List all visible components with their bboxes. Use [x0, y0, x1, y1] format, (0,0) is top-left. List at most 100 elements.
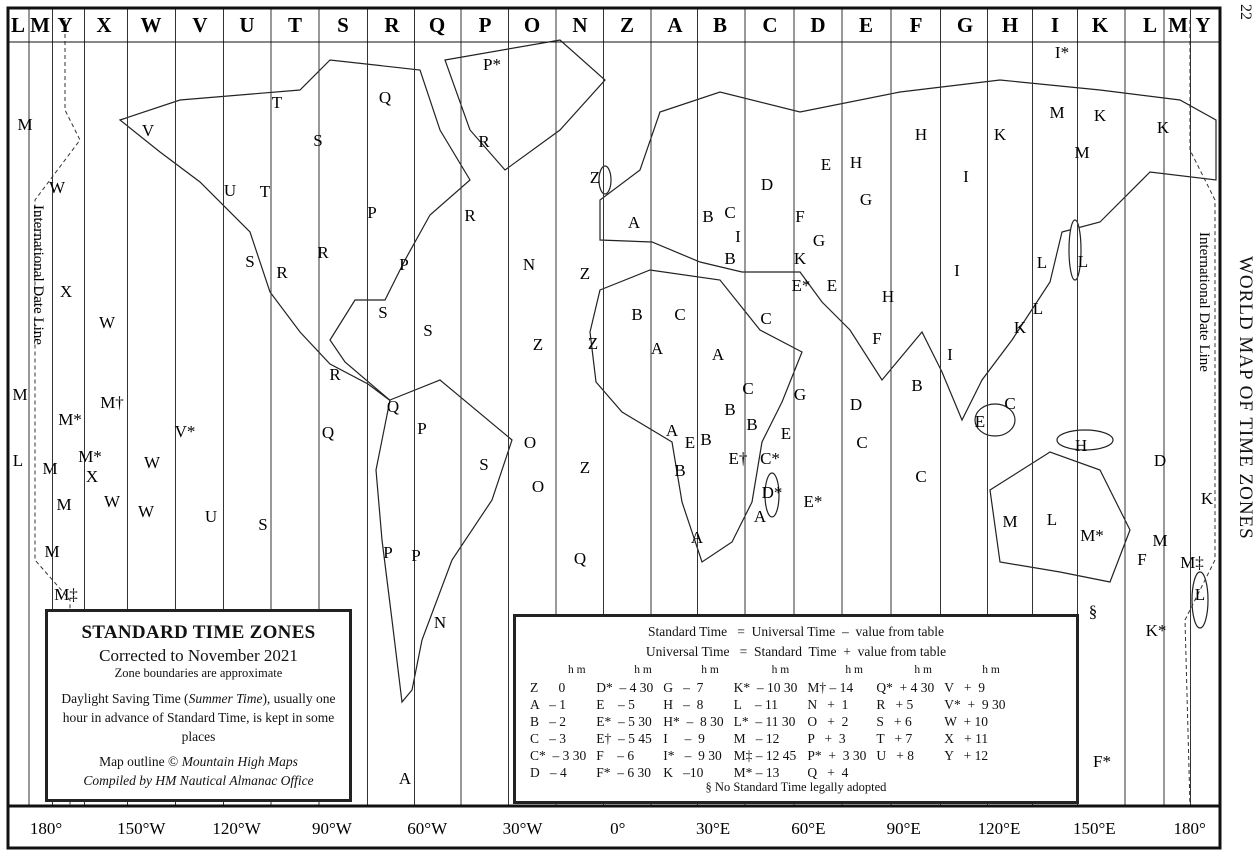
header-zone-t: T [288, 13, 302, 37]
zone-offset-row: T + 7 [876, 731, 913, 746]
longitude-label: 120°E [978, 819, 1021, 838]
zone-offset-row: K* – 10 30 [733, 680, 798, 695]
header-zone-b: B [713, 13, 727, 37]
map-zone-label: O [524, 433, 536, 452]
legend-column: h m M† – 14 N + 1 O + 2 P + 3 P* + 3 30 Q + 4 [807, 664, 866, 781]
map-zone-label: R [329, 365, 341, 384]
header-zone-i: I [1051, 13, 1059, 37]
map-zone-label: T [272, 93, 283, 112]
map-zone-label: K* [1146, 621, 1167, 640]
header-zone-l: L [11, 13, 25, 37]
zone-offset-row: F* – 6 30 [596, 765, 652, 780]
header-zone-d: D [810, 13, 825, 37]
map-zone-label: O [532, 477, 544, 496]
map-zone-label: I* [1055, 43, 1069, 62]
dst-text: Daylight Saving Time ( [61, 691, 189, 706]
zone-offset-row: Y + 12 [944, 748, 989, 763]
map-zone-label: Z [580, 458, 590, 477]
outline-credit: Map outline © [99, 754, 182, 769]
zone-offset-row: E† – 5 45 [596, 731, 652, 746]
zone-offset-row: S + 6 [876, 714, 912, 729]
map-zone-label: P [383, 543, 392, 562]
longitude-label: 90°E [887, 819, 921, 838]
longitude-row: 180° 150°W 120°W 90°W 60°W 30°W 0° 30°E 60°E 90°E… [30, 819, 1206, 838]
map-zone-label: M [42, 459, 57, 478]
header-zone-o: O [524, 13, 540, 37]
map-zone-label: F [1137, 550, 1146, 569]
zone-offset-row: M‡ – 12 45 [733, 748, 797, 763]
zone-offset-row: E* – 5 30 [596, 714, 652, 729]
map-zone-label: K [794, 249, 807, 268]
dst-note: Daylight Saving Time (Summer Time), usua… [48, 689, 349, 746]
map-zone-label: U [205, 507, 217, 526]
map-zone-label: M† [100, 393, 124, 412]
hm-header: h m [701, 664, 719, 676]
longitude-label: 150°E [1073, 819, 1116, 838]
map-zone-label: B [724, 249, 735, 268]
land-masses [118, 39, 1217, 704]
map-zone-label: M* [58, 410, 82, 429]
zone-offset-row: L – 11 [733, 697, 779, 712]
zone-offset-row: M – 12 [733, 731, 780, 746]
header-zone-y: Y [57, 13, 72, 37]
map-zone-label: S [423, 321, 432, 340]
compiled-by: Compiled by HM Nautical Almanac Office [83, 773, 314, 788]
zone-offset-row: L* – 11 30 [733, 714, 796, 729]
zone-offset-row: A – 1 [530, 697, 567, 712]
map-zone-label: B [700, 430, 711, 449]
map-zone-label: I [954, 261, 960, 280]
corrected-date: Corrected to November 2021 [99, 646, 298, 665]
header-zone-k: K [1092, 13, 1109, 37]
hm-header: h m [845, 664, 863, 676]
map-zone-label: Z [533, 335, 543, 354]
map-zone-label: C [760, 309, 771, 328]
date-line-label-left: International Date Line [30, 205, 46, 345]
borneo [974, 403, 1016, 437]
madagascar [764, 472, 780, 518]
map-zone-label: A [651, 339, 664, 358]
legend-column: h m K* – 10 30 L – 11 L* – 11 30 M – 12 M‡ – … [734, 664, 798, 781]
map-zone-label: S [258, 515, 267, 534]
map-zone-label: L [1047, 510, 1057, 529]
header-zone-m: M [1168, 13, 1188, 37]
title: STANDARD TIME ZONES [81, 622, 316, 643]
map-zone-label: M [1049, 103, 1064, 122]
map-zone-label: H [850, 153, 862, 172]
map-zone-label: L [13, 451, 23, 470]
map-zone-label: E* [804, 492, 823, 511]
zone-offset-row: R + 5 [876, 697, 914, 712]
longitude-label: 90°W [312, 819, 353, 838]
map-zone-label: L [1195, 585, 1205, 604]
map-zone-label: H [1075, 436, 1087, 455]
map-zone-label: V* [175, 422, 196, 441]
zone-legend: Standard Time = Universal Time – value f… [513, 614, 1079, 804]
map-zone-label: M [1074, 143, 1089, 162]
header-zone-n: N [572, 13, 587, 37]
map-zone-label: L [1033, 299, 1043, 318]
japan [1068, 219, 1082, 281]
map-zone-label: A [399, 769, 412, 788]
header-zone-y: Y [1195, 13, 1210, 37]
map-zone-label: A [628, 213, 641, 232]
zone-offset-row: H – 8 [663, 697, 704, 712]
north-america [118, 59, 471, 403]
zone-offset-row: P* + 3 30 [807, 748, 867, 763]
map-zone-label: W [99, 313, 116, 332]
international-date-line [34, 20, 1216, 807]
legend-column: h m G – 7 H – 8 H* – 8 30 I – 9 I* – 9 30 K –1… [663, 664, 723, 781]
side-title: WORLD MAP OF TIME ZONES [1235, 256, 1256, 540]
map-zone-label: F [872, 329, 881, 348]
zone-offset-row: I – 9 [663, 731, 705, 746]
map-zone-label: R [276, 263, 288, 282]
new-zealand [1191, 571, 1209, 629]
zone-offset-row: O + 2 [807, 714, 849, 729]
map-zone-label: H [882, 287, 894, 306]
header-zone-l: L [1143, 13, 1157, 37]
map-zone-label: M* [1080, 526, 1104, 545]
map-zone-label: W [104, 492, 121, 511]
map-zone-label: M [1002, 512, 1017, 531]
map-zone-label: E [685, 433, 695, 452]
map-zone-label: P* [483, 55, 501, 74]
